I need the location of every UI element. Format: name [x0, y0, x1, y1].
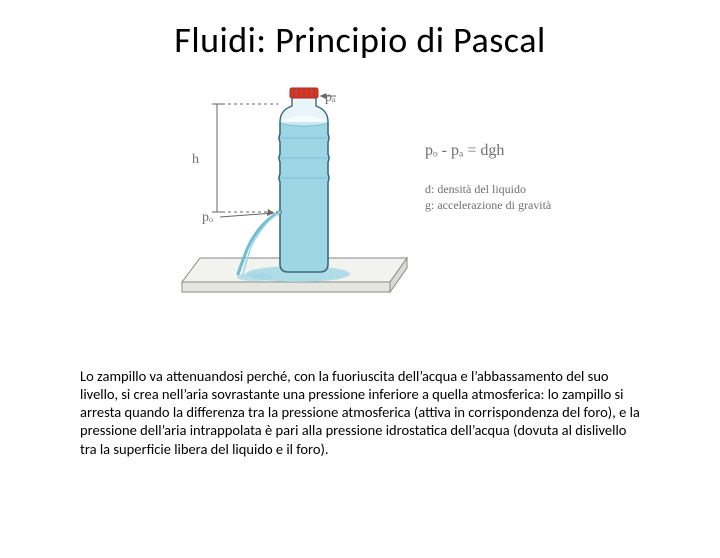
page-title: Fluidi: Principio di Pascal	[0, 18, 720, 62]
def-g: g: accelerazione di gravità	[425, 198, 551, 213]
po-arrow	[220, 209, 274, 217]
height-bracket	[212, 104, 278, 212]
bottle	[279, 88, 329, 272]
figure: pₐ pₒ h pₒ - pₐ = dgh d: densità del liq…	[120, 82, 600, 342]
formula: pₒ - pₐ = dgh	[425, 142, 504, 160]
label-po: pₒ	[202, 210, 213, 226]
body-paragraph: Lo zampillo va attenuandosi perché, con …	[80, 367, 640, 458]
label-pa: pₐ	[325, 90, 336, 106]
def-d: d: densità del liquido	[425, 182, 526, 197]
label-h: h	[192, 152, 199, 168]
